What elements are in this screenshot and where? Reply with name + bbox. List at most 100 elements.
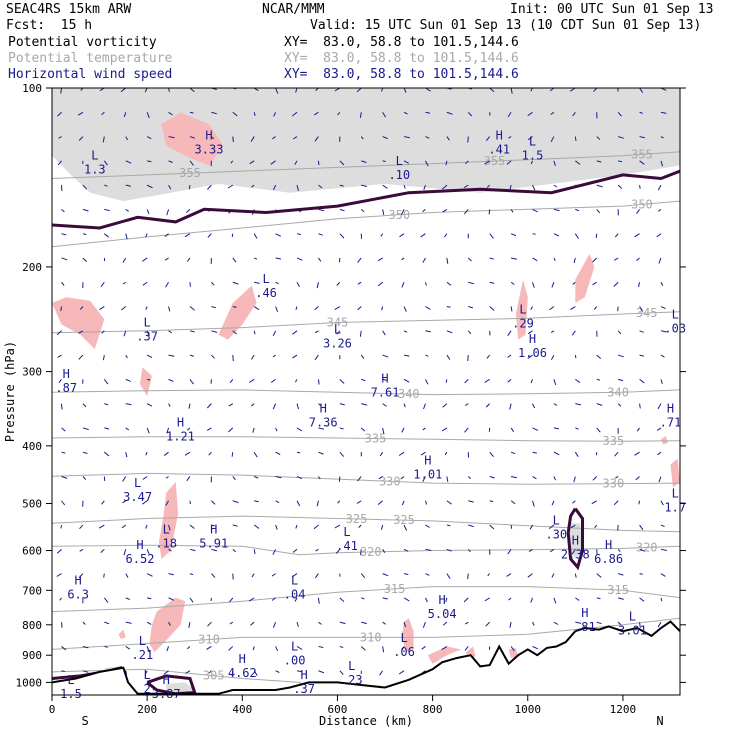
wind-barb [61, 427, 66, 432]
y-tick-label: 400 [22, 440, 42, 453]
wind-barb [660, 306, 666, 310]
wind-barb [553, 403, 558, 406]
south-end-label: S [82, 714, 89, 728]
wind-barb [510, 646, 515, 652]
extremum-value: 6.52 [126, 552, 155, 566]
wind-barb [618, 378, 624, 382]
wind-barb [424, 282, 427, 286]
wind-barb [125, 354, 128, 359]
wind-barb [382, 621, 386, 625]
wind-barb [122, 500, 127, 504]
wind-barb [507, 354, 512, 358]
wind-barb [125, 208, 129, 212]
wind-barb [146, 549, 150, 555]
wind-barb [639, 136, 645, 139]
wind-barb [291, 573, 298, 578]
wind-barb [273, 112, 277, 117]
theta-label: 335 [603, 434, 625, 448]
wind-barb [232, 257, 237, 263]
wind-barb [146, 403, 153, 407]
wind-barb [446, 694, 448, 695]
wind-barb [184, 233, 191, 238]
wind-barb [99, 306, 105, 311]
wind-barb [425, 111, 431, 114]
wind-barb [660, 330, 667, 333]
wind-barb [60, 524, 63, 529]
wind-barb [658, 257, 662, 264]
wind-barb [272, 621, 277, 628]
valid-time: Valid: 15 UTC Sun 01 Sep 13 (10 CDT Sun … [310, 18, 702, 33]
wind-barb [403, 403, 406, 408]
wind-barb [57, 111, 62, 117]
wind-barb [656, 233, 662, 238]
wind-barb [125, 233, 128, 240]
wind-barb [82, 645, 89, 649]
wind-barb [425, 379, 429, 385]
wind-barb [318, 208, 325, 212]
wind-barb [318, 451, 324, 455]
wind-barb [613, 281, 619, 287]
extremum-marker: L [348, 659, 355, 673]
extremum-value: .37 [136, 330, 158, 344]
wind-barb [104, 645, 109, 648]
wind-barb [271, 597, 276, 601]
wind-barb [211, 524, 215, 527]
extremum-marker: L [163, 523, 170, 537]
wind-barb [467, 330, 472, 335]
wind-barb [532, 184, 536, 191]
wind-barb [270, 160, 276, 165]
wind-barb [102, 354, 105, 361]
wind-barb [122, 476, 127, 482]
wind-barb [634, 233, 640, 238]
extremum-marker: H [163, 673, 170, 687]
extremum-value: .29 [512, 316, 534, 330]
wind-barb [275, 670, 280, 673]
theta-contour-315 [52, 586, 680, 613]
wind-barb [249, 621, 255, 626]
wind-barb [553, 184, 558, 188]
wind-barb [382, 427, 385, 434]
extremum-value: .18 [155, 537, 177, 551]
wind-barb [549, 306, 555, 311]
extremum-value: .03 [664, 322, 686, 336]
wind-barb [403, 330, 408, 333]
y-tick-label: 1000 [16, 676, 43, 689]
wind-barb [425, 548, 432, 551]
wind-barb [142, 281, 148, 286]
theta-contour-335 [52, 436, 680, 442]
wind-barb [101, 500, 105, 505]
wind-barb [527, 136, 533, 141]
wind-barb [232, 111, 238, 117]
extremum-value: 2 [144, 682, 151, 696]
wind-barb [248, 378, 255, 383]
wind-barb [250, 354, 255, 360]
wind-barb [657, 208, 662, 212]
wind-barb [403, 378, 410, 383]
extremum-marker: L [134, 476, 141, 490]
wind-barb [532, 403, 536, 409]
wind-barb [78, 573, 84, 579]
wind-barb [468, 500, 474, 503]
extremum-marker: L [400, 631, 407, 645]
wind-barb [614, 451, 619, 457]
wind-barb [356, 88, 362, 93]
wind-barb [421, 646, 426, 650]
wind-barb [168, 136, 175, 139]
wind-barb [551, 500, 555, 506]
wind-barb [318, 233, 323, 236]
wind-barb [294, 597, 298, 602]
wind-barb [168, 160, 173, 163]
wind-barb [315, 548, 319, 552]
wind-barb [168, 184, 172, 190]
wind-barb [446, 257, 449, 264]
extremum-value: .87 [55, 381, 77, 395]
wind-barb [618, 136, 624, 139]
wind-barb [403, 88, 407, 93]
theta-label: 310 [360, 630, 382, 644]
extremum-value: .41 [488, 143, 510, 157]
wind-barb [442, 184, 448, 190]
wind-barb [403, 306, 407, 312]
wind-barb [596, 403, 603, 406]
wind-barb [318, 621, 322, 625]
pv-positive-region [401, 618, 414, 653]
